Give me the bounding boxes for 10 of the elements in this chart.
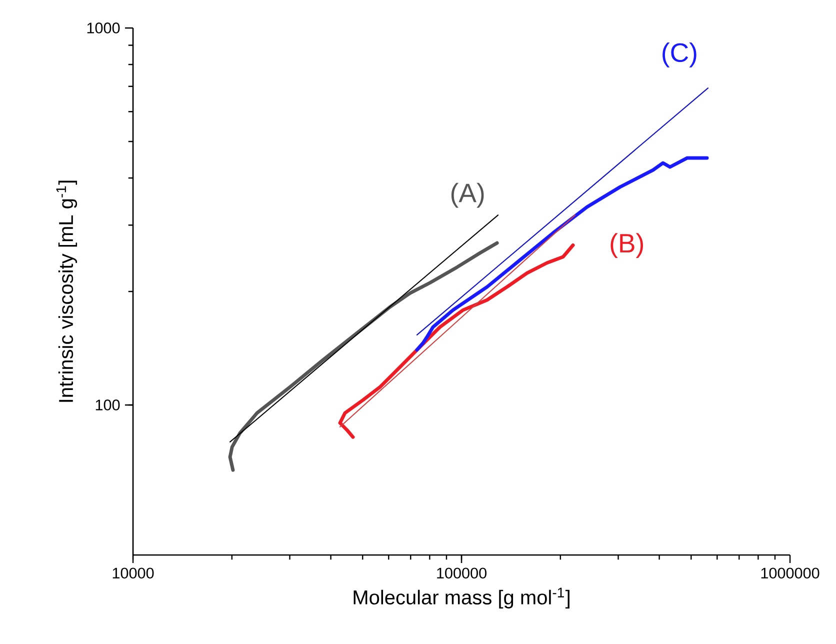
y-axis-title: Intrinsic viscosity [mL g$^{-1}$]	[56, 180, 78, 402]
series-label: (A)	[451, 182, 484, 208]
series-label: (B)	[610, 233, 643, 258]
x-tick-label: 10000	[112, 568, 154, 579]
x-tick-label: 1000000	[761, 568, 820, 579]
x-axis-title: Molecular mass [g mol$^{-1}$]	[354, 588, 570, 608]
y-tick-label: 1000	[87, 22, 120, 34]
x-tick-label: 100000	[437, 568, 486, 579]
y-tick-label: 100	[96, 400, 120, 410]
series-label: (C)	[662, 42, 696, 68]
